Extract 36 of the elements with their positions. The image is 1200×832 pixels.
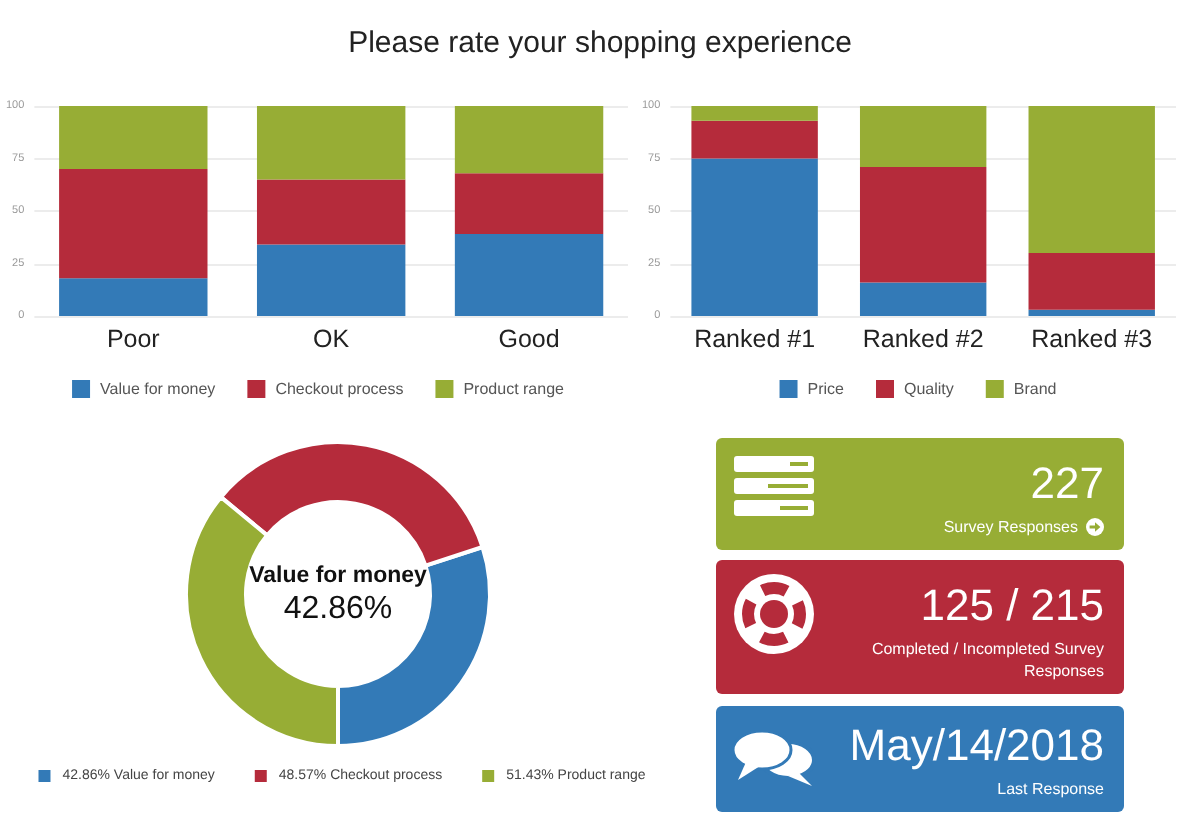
bar [859,106,987,167]
chart-title: Please rate your shopping experience [346,24,854,64]
x-tick-label: Good [498,325,560,353]
bar [256,244,406,316]
bar [256,179,406,245]
bar [1028,253,1155,310]
bar [59,278,208,316]
bar [454,106,604,174]
legend-label: Value for money [100,380,216,398]
slice-label: Value for money [249,564,429,588]
bar [59,169,208,279]
bar [59,106,208,169]
bar [859,166,987,283]
bar [1028,106,1155,253]
x-tick-label: Ranked #1 [694,325,816,353]
card: 125 / 215 Completed / Incompleted Survey Responses [716,560,1124,694]
x-tick-label: OK [313,325,351,353]
legend-label: Brand [1013,380,1057,398]
bar [691,120,818,159]
bar [454,234,604,316]
bar [691,158,818,316]
bar [1028,309,1155,316]
legend-label: Checkout process [275,380,404,398]
bar [454,173,604,235]
bar [256,106,406,180]
x-tick-label: Poor [106,325,160,353]
bar [691,106,818,121]
card: 227 Survey Responses [716,438,1124,550]
legend-label: Product range [463,380,566,398]
data-label: 42.86% [283,592,393,626]
card: May/14/2018 Last Response [716,706,1124,812]
legend-label: Price [807,380,846,398]
x-tick-label: Ranked #3 [1031,325,1153,353]
x-tick-label: Ranked #2 [862,325,984,353]
legend-label: Quality [903,380,954,398]
bar [859,282,987,316]
